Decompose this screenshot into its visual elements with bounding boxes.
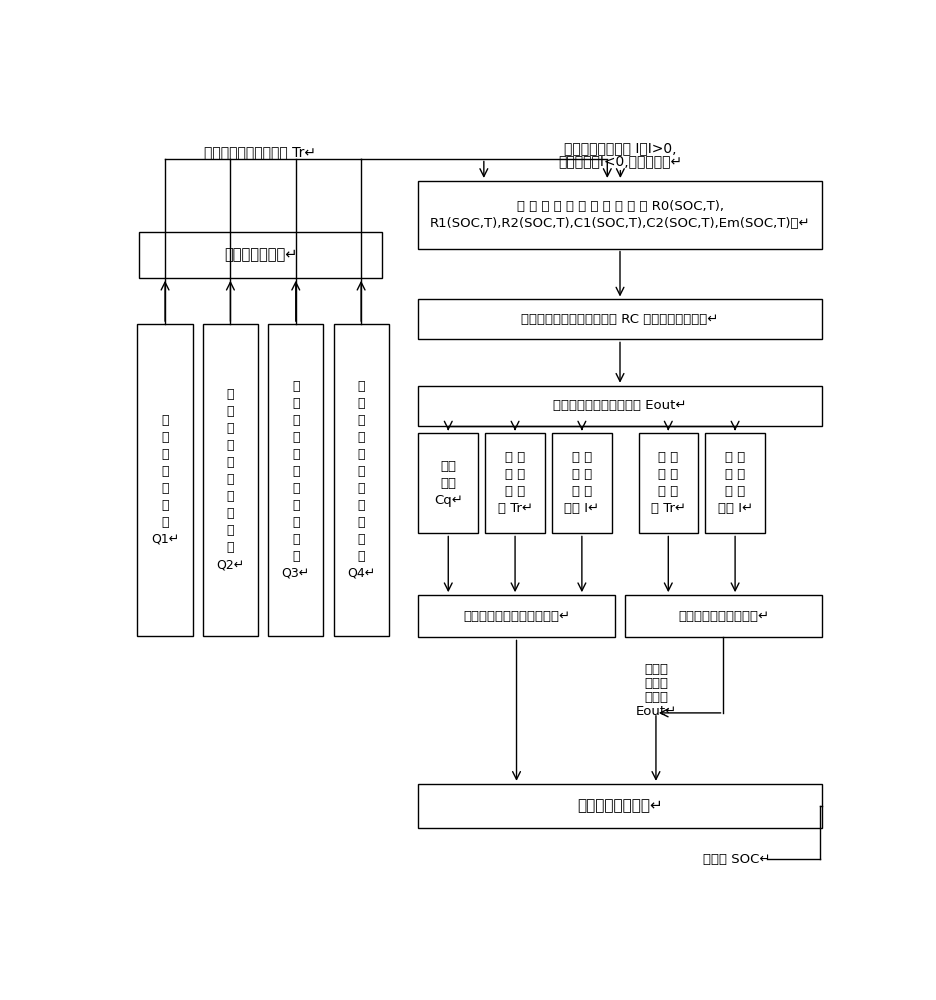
Text: 无迹卡尔曼滤波器↵: 无迹卡尔曼滤波器↵ bbox=[577, 799, 662, 814]
Bar bbox=[418, 433, 477, 533]
Bar bbox=[418, 181, 821, 249]
Text: 锂 电
池 内
部 温
度 Tr↵: 锂 电 池 内 部 温 度 Tr↵ bbox=[651, 451, 685, 515]
Text: 锂
电
池
与
锂
电
池
传
导
传
热
Q3↵: 锂 电 池 与 锂 电 池 传 导 传 热 Q3↵ bbox=[282, 380, 310, 580]
Bar bbox=[637, 433, 697, 533]
Text: 等效电路模型测量函数↵: 等效电路模型测量函数↵ bbox=[677, 610, 768, 623]
Text: 将上述参数输入锂电池二阶 RC 网络等效电路模型↵: 将上述参数输入锂电池二阶 RC 网络等效电路模型↵ bbox=[520, 313, 718, 326]
Text: 等效电路模型状态传递函数↵: 等效电路模型状态传递函数↵ bbox=[462, 610, 569, 623]
Bar bbox=[418, 595, 614, 637]
Text: 锂电池充放电电流 I（I>0,: 锂电池充放电电流 I（I>0, bbox=[563, 141, 676, 155]
Bar bbox=[551, 433, 611, 533]
Text: 锂电池 SOC↵: 锂电池 SOC↵ bbox=[702, 853, 769, 866]
Bar bbox=[418, 299, 821, 339]
Text: 锂电池温度模型↵: 锂电池温度模型↵ bbox=[224, 247, 297, 262]
Text: 锂
电
池
内
部
产
热
Q1↵: 锂 电 池 内 部 产 热 Q1↵ bbox=[151, 414, 179, 546]
Text: 锂
电
池
与
空
气
对
流
传
热
Q2↵: 锂 电 池 与 空 气 对 流 传 热 Q2↵ bbox=[216, 388, 244, 571]
Bar bbox=[485, 433, 544, 533]
Text: 锂
电
池
与
锂
电
池
对
流
传
热
Q4↵: 锂 电 池 与 锂 电 池 对 流 传 热 Q4↵ bbox=[346, 380, 374, 580]
Text: 锂 电
池 充
放 电
电流 I↵: 锂 电 池 充 放 电 电流 I↵ bbox=[563, 451, 599, 515]
Bar bbox=[418, 386, 821, 426]
Bar bbox=[138, 324, 193, 636]
Text: 出电压: 出电压 bbox=[643, 691, 667, 704]
Text: 各单体锂电池内部温度 Tr↵: 各单体锂电池内部温度 Tr↵ bbox=[204, 145, 315, 159]
Bar bbox=[624, 595, 821, 637]
Text: 表示充电；I<0,表示放电）↵: 表示充电；I<0,表示放电）↵ bbox=[558, 155, 681, 169]
Text: 锂电池: 锂电池 bbox=[643, 663, 667, 676]
Text: 得到锂电池测量输出电压 Eout↵: 得到锂电池测量输出电压 Eout↵ bbox=[552, 399, 686, 412]
Bar bbox=[418, 784, 821, 828]
Bar bbox=[705, 433, 764, 533]
Text: 锂 电
池 内
部 温
度 Tr↵: 锂 电 池 内 部 温 度 Tr↵ bbox=[497, 451, 532, 515]
Text: Eout↵: Eout↵ bbox=[635, 705, 676, 718]
Bar bbox=[139, 232, 382, 278]
Bar bbox=[268, 324, 323, 636]
Text: 锂 电
池 充
放 电
电流 I↵: 锂 电 池 充 放 电 电流 I↵ bbox=[717, 451, 752, 515]
Bar bbox=[333, 324, 388, 636]
Bar bbox=[202, 324, 257, 636]
Text: 测量输: 测量输 bbox=[643, 677, 667, 690]
Text: 更 新 等 效 电 路 模 型 参 数 （ R0(SOC,T),
R1(SOC,T),R2(SOC,T),C1(SOC,T),C2(SOC,T),Em(SOC,: 更 新 等 效 电 路 模 型 参 数 （ R0(SOC,T), R1(SOC,… bbox=[430, 200, 810, 230]
Text: 额定
容量
Cq↵: 额定 容量 Cq↵ bbox=[433, 460, 462, 507]
